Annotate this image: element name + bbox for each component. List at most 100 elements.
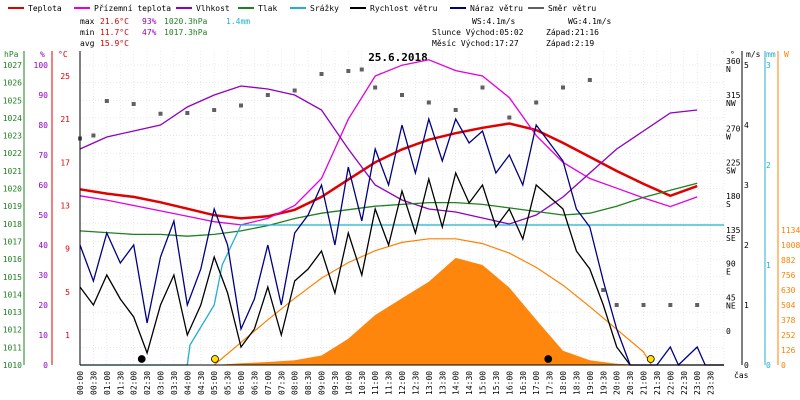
x-tick-label: 06:30	[250, 371, 259, 395]
pressure-tick-label: 1027	[3, 61, 22, 70]
moon-marker	[137, 355, 146, 363]
wind-direction-tick-label: 45	[726, 293, 736, 302]
x-tick-label: 01:30	[116, 371, 125, 395]
rain-tick-label: 2	[766, 161, 771, 170]
markers-layer	[137, 355, 655, 363]
solar-theoretical-curve	[213, 238, 653, 366]
x-tick-label: 15:00	[479, 371, 488, 395]
temperature-tick-label: 5	[65, 288, 70, 297]
stats-sun-set: Západ:21:16	[546, 28, 599, 37]
x-tick-label: 01:00	[103, 371, 112, 395]
wind-speed-tick-label: 3	[744, 181, 749, 190]
x-tick-label: 18:00	[559, 371, 568, 395]
wind-direction-tick-label: 225	[726, 158, 741, 167]
x-tick-label: 09:30	[331, 371, 340, 395]
stats-max-hum: 93%	[142, 17, 157, 26]
x-tick-label: 21:30	[653, 371, 662, 395]
unit-deg: °	[730, 50, 735, 59]
x-tick-label: 13:30	[438, 371, 447, 395]
wind-direction-point	[104, 99, 109, 103]
series-line	[79, 182, 698, 237]
legend-label: Směr větru	[548, 4, 596, 13]
stats-wg: WG:4.1m/s	[568, 17, 612, 26]
x-tick-label: 19:00	[586, 371, 595, 395]
x-tick-label: 10:00	[344, 371, 353, 395]
wind-direction-tick-label: 0	[726, 327, 731, 336]
x-tick-label: 10:30	[358, 371, 367, 395]
temperature-tick-label: 9	[65, 245, 70, 254]
wind-speed-tick-label: 0	[744, 361, 749, 370]
wind-direction-point	[668, 303, 673, 307]
x-tick-label: 08:00	[291, 371, 300, 395]
pressure-tick-label: 1013	[3, 308, 22, 317]
humidity-tick-label: 20	[38, 301, 48, 310]
axes-layer: 1010101110121013101410151016101710181019…	[3, 51, 800, 370]
wind-direction-point	[587, 78, 592, 82]
rain-tick-label: 3	[766, 61, 771, 70]
wind-direction-point	[480, 85, 485, 90]
wind-direction-tick-label: E	[726, 268, 731, 277]
wind-speed-tick-label: 4	[744, 121, 749, 130]
x-tick-label: 02:30	[143, 371, 152, 395]
solar-tick-label: 378	[781, 316, 796, 325]
x-tick-label: 16:00	[505, 371, 514, 395]
temperature-tick-label: 13	[60, 202, 70, 211]
wind-speed-tick-label: 1	[744, 301, 749, 310]
wind-direction-tick-label: SE	[726, 234, 736, 243]
x-tick-label: 08:30	[304, 371, 313, 395]
pressure-tick-label: 1017	[3, 237, 22, 246]
wind-direction-point	[561, 85, 565, 90]
x-tick-label: 07:30	[277, 371, 286, 395]
x-tick-label: 17:30	[546, 371, 555, 395]
wind-direction-point	[534, 100, 539, 105]
x-tick-label: 22:30	[680, 371, 689, 395]
wind-direction-point	[91, 133, 96, 138]
x-tick-label: 05:30	[224, 371, 233, 395]
pressure-tick-label: 1026	[3, 79, 22, 88]
x-tick-label: 02:00	[130, 371, 139, 395]
pressure-tick-label: 1025	[3, 96, 22, 105]
x-tick-label: 19:30	[599, 371, 608, 395]
wind-direction-point	[239, 103, 243, 108]
unit-w: W	[784, 50, 789, 59]
pressure-tick-label: 1021	[3, 167, 22, 176]
wind-direction-point	[373, 85, 378, 90]
legend-label: Rychlost větru	[370, 4, 438, 13]
temperature-tick-label: 1	[65, 331, 70, 340]
stats-max-label: max	[80, 17, 95, 26]
solar-tick-label: 1134	[781, 226, 800, 235]
wind-direction-point	[131, 102, 136, 106]
x-axis-labels: 00:00 00:30 01:00 01:30 02:00 02:30 03:00 03:30…	[76, 371, 716, 395]
sun-marker	[646, 355, 655, 363]
wind-direction-point	[158, 111, 163, 116]
wind-direction-point	[292, 88, 297, 93]
temperature-tick-label: 25	[60, 72, 70, 81]
legend-label: Teplota	[28, 4, 62, 13]
unit-degc: °C	[58, 50, 68, 59]
solar-radiation-area	[80, 257, 724, 365]
wind-direction-tick-label: S	[726, 200, 731, 209]
humidity-tick-label: 10	[38, 331, 48, 340]
pressure-tick-label: 1024	[3, 114, 22, 123]
wind-direction-point	[614, 303, 619, 307]
unit-ms: m/s	[746, 50, 761, 59]
x-tick-label: 00:00	[76, 371, 85, 395]
rain-tick-label: 1	[766, 261, 771, 270]
x-tick-label: 09:00	[318, 371, 327, 395]
stats-min-label: min	[80, 28, 95, 37]
x-tick-label: 16:30	[519, 371, 528, 395]
x-tick-label: 14:30	[465, 371, 474, 395]
sun-marker	[211, 355, 219, 363]
x-tick-label: 22:00	[666, 371, 675, 395]
wind-direction-point	[453, 108, 458, 112]
unit-time: čas	[734, 370, 749, 380]
pressure-tick-label: 1010	[3, 361, 22, 370]
wind-direction-tick-label: 360	[726, 57, 741, 66]
humidity-tick-label: 100	[34, 61, 49, 70]
x-tick-label: 05:00	[210, 371, 219, 395]
pressure-tick-label: 1019	[3, 202, 22, 211]
solar-tick-label: 504	[781, 301, 796, 310]
stats-min-temp: 11.7°C	[100, 28, 129, 37]
solar-tick-label: 126	[781, 346, 796, 355]
